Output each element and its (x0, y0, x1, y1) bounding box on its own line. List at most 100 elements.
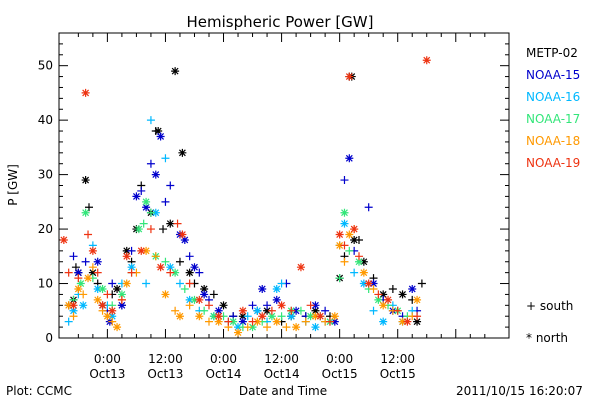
data-point-south (321, 306, 330, 315)
data-point-north (398, 290, 407, 299)
legend-entry: NOAA-16 (526, 90, 580, 104)
data-point-north (76, 279, 85, 288)
data-point-south (108, 279, 117, 288)
data-point-north (359, 257, 368, 266)
x-tick-time-label: 12:00 (380, 352, 415, 366)
y-tick-label: 40 (38, 113, 53, 127)
data-point-north (422, 56, 431, 65)
data-point-south (413, 312, 422, 321)
data-point-south (335, 274, 344, 283)
data-point-south (200, 306, 209, 315)
data-point-north (127, 263, 136, 272)
data-point-north (355, 257, 363, 266)
data-point-north (166, 219, 175, 228)
x-tick-time-label: 0:00 (210, 352, 237, 366)
data-point-north (185, 295, 194, 304)
data-point-north (195, 295, 204, 304)
data-point-south (84, 230, 93, 239)
data-point-north (345, 230, 354, 239)
data-point-north (132, 192, 141, 201)
data-point-south (64, 317, 73, 326)
data-point-north (238, 317, 247, 326)
data-point-north (190, 263, 199, 272)
data-point-south (185, 252, 194, 261)
data-point-north (219, 301, 228, 310)
data-point-north (166, 263, 175, 272)
x-tick-date-label: Oct13 (147, 367, 183, 381)
x-axis: 0:00Oct1312:00Oct130:00Oct1412:00Oct140:… (77, 33, 486, 381)
data-point-south (166, 268, 175, 277)
data-point-north (403, 317, 412, 326)
data-point-south (364, 203, 373, 212)
data-point-north (413, 295, 422, 304)
data-point-north (364, 279, 373, 288)
data-point-north (84, 274, 93, 283)
data-point-south (166, 181, 175, 190)
data-point-north (98, 284, 107, 293)
data-point-north (122, 252, 131, 261)
data-point-south (127, 246, 136, 255)
data-point-north (122, 246, 131, 255)
marker-legend-north: * north (526, 331, 568, 345)
data-point-south (159, 225, 168, 234)
data-point-north (253, 306, 262, 315)
data-point-north (81, 176, 90, 185)
data-point-south (306, 301, 315, 310)
legend: METP-02 NOAA-15 NOAA-16 NOAA-17 NOAA-18 NOAA-… (526, 46, 580, 170)
data-point-south (85, 203, 93, 212)
data-point-north (311, 306, 320, 315)
data-points (59, 56, 431, 337)
y-tick-label: 20 (38, 222, 53, 236)
data-point-north (88, 246, 97, 255)
data-point-north (79, 301, 88, 310)
x-tick-date-label: Oct15 (380, 367, 416, 381)
data-point-north (311, 301, 320, 310)
data-point-north (154, 127, 163, 136)
data-point-south (388, 284, 397, 293)
data-point-north (330, 317, 339, 326)
data-point-north (214, 312, 223, 321)
data-point-south (139, 219, 148, 228)
data-point-south (243, 312, 252, 321)
data-point-north (214, 317, 223, 326)
data-point-north (180, 235, 189, 244)
data-point-south (108, 317, 117, 326)
data-point-north (142, 246, 151, 255)
x-tick-time-label: 12:00 (264, 352, 299, 366)
data-point-north (369, 279, 378, 288)
data-point-north (277, 301, 286, 310)
data-point-north (142, 197, 151, 206)
data-point-south (282, 323, 291, 332)
data-point-north (93, 295, 102, 304)
data-point-north (359, 268, 368, 277)
data-point-north (69, 306, 78, 315)
x-tick-time-label: 0:00 (94, 352, 121, 366)
data-point-south (301, 317, 310, 326)
data-point-south (161, 154, 170, 163)
data-point-north (175, 312, 184, 321)
data-point-north (263, 306, 272, 315)
data-point-north (287, 312, 296, 321)
data-point-north (98, 301, 107, 310)
data-point-south (369, 284, 378, 293)
data-point-north (229, 317, 238, 326)
data-point-south (267, 306, 276, 315)
data-point-south (173, 219, 182, 228)
x-tick-date-label: Oct15 (322, 367, 358, 381)
data-point-south (161, 257, 170, 266)
data-point-north (161, 290, 170, 299)
data-point-south (69, 252, 78, 261)
data-point-south (355, 235, 363, 244)
data-point-north (408, 284, 417, 293)
data-point-north (379, 301, 388, 310)
data-point-south (137, 186, 146, 195)
x-tick-date-label: Oct14 (264, 367, 300, 381)
data-point-north (113, 284, 122, 293)
data-point-south (287, 306, 296, 315)
x-axis-label: Date and Time (239, 384, 327, 398)
data-point-south (296, 306, 305, 315)
data-point-south (81, 257, 90, 266)
y-axis-label: P [GW] (6, 164, 20, 206)
data-point-north (64, 301, 73, 310)
data-point-south (325, 317, 334, 326)
